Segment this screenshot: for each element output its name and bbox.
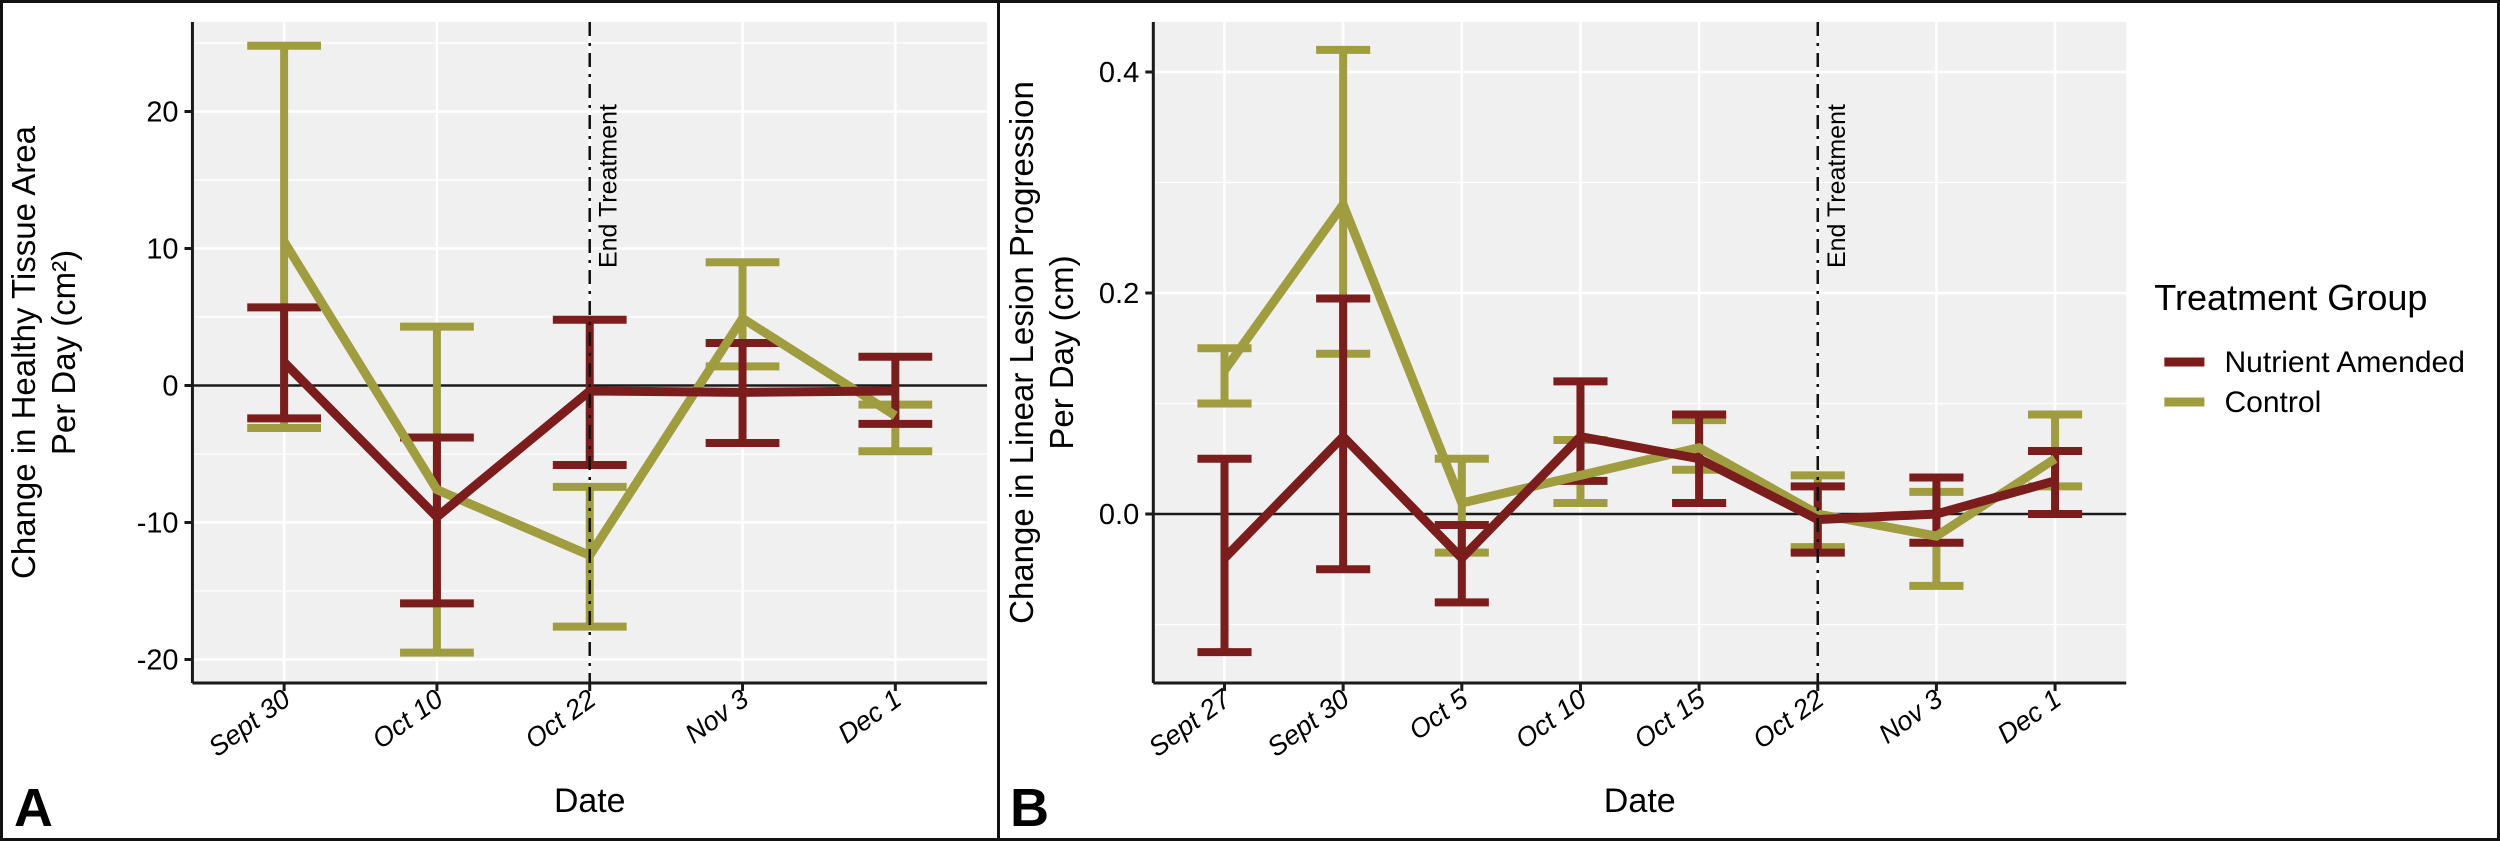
series-line-control [1220,195,2058,541]
legend-label-nutrient-amended: Nutrient Amended [2224,346,2465,379]
series-line-nutrient-amended [1221,430,2057,565]
plot-area-background [1153,22,2127,683]
x-tick-label: Sept 30 [203,684,296,763]
end-treatment-label: End Treatment [1823,104,1851,268]
y-axis-title-line1: Change in Healthy Tissue Area [5,125,42,579]
x-tick-label: Dec 1 [832,684,906,750]
y-tick-label: 0 [162,370,178,402]
y-tick-label: 20 [146,96,178,128]
x-tick-label: Oct 10 [1510,684,1592,755]
x-tick-label: Nov 3 [1873,684,1948,750]
panel-letter: B [1010,778,1049,838]
y-tick-label: 0.2 [1099,278,1139,310]
series-line-nutrient-amended [280,359,896,524]
x-axis-title: Date [554,782,626,820]
y-axis-title: Change in Healthy Tissue AreaPer Day (cm… [5,125,82,579]
y-axis-title-line2: Per Day (cm²) [45,250,82,455]
legend-title: Treatment Group [2154,277,2427,318]
y-tick-label: -10 [137,507,179,539]
panel-b: End Treatment 0.4 0.2 0.0 Sept 27 Sept 30 Oct … [1000,3,2497,838]
x-tick-label: Oct 22 [1747,684,1829,755]
end-treatment-label: End Treatment [595,104,623,268]
x-tick-label: Oct 22 [520,684,602,755]
y-tick-label: 10 [146,233,178,265]
panel-letter: A [14,778,53,838]
panel-b-chart: End Treatment 0.4 0.2 0.0 Sept 27 Sept 30 Oct … [1003,22,2465,838]
x-tick-label: Dec 1 [1992,684,2067,750]
x-axis-title: Date [1604,782,1676,820]
x-tick-label: Oct 15 [1629,683,1712,755]
y-axis-title: Change in Linear Lesion ProgressionPer D… [1003,81,1080,624]
y-tick-label: 0.4 [1099,57,1139,89]
x-tick-label: Oct 10 [367,684,449,755]
panel-a-chart: End Treatment 20 10 0 -10 -20 Sept 30 Oct 10 Oct… [5,22,988,838]
legend-label-control: Control [2224,386,2321,419]
x-tick-label: Sept 27 [1143,683,1237,763]
x-tick-label: Nov 3 [680,684,754,750]
x-tick-label: Sept 30 [1262,684,1355,763]
y-tick-label: -20 [137,644,179,676]
panel-a: End Treatment 20 10 0 -10 -20 Sept 30 Oct 10 Oct… [3,3,1000,838]
y-axis-title-line2: Per Day (cm) [1043,255,1080,449]
y-tick-label: 0.0 [1099,499,1139,531]
y-axis-title-line1: Change in Linear Lesion Progression [1003,81,1040,624]
x-tick-label: Oct 5 [1403,683,1474,746]
